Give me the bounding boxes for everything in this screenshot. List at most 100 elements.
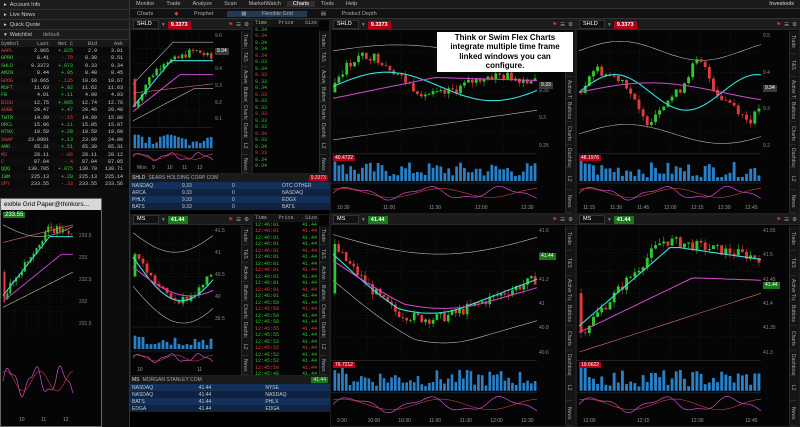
vtab-active-trader[interactable]: Active Trader [790, 77, 796, 100]
floating-chart-window[interactable]: exible Grid Paper@thinkors... 233.55 233.… [0, 198, 102, 427]
style-menu-icon[interactable]: ☰ [784, 216, 790, 223]
style-menu-icon[interactable]: ☰ [784, 21, 790, 28]
level2-row[interactable]: PHLX 9.33 0 EDGX [130, 196, 330, 203]
vtab-active-trader[interactable]: Active Trader [242, 263, 248, 282]
vtab-trade[interactable]: Trade [320, 31, 326, 49]
tas-row[interactable]: 9.34 [253, 33, 319, 40]
vtab-trade[interactable]: Trade [242, 226, 248, 245]
tas-row[interactable]: 12:46:01 41.44 [253, 222, 319, 229]
tas-row[interactable]: 9.33 [253, 59, 319, 66]
vtab-buttons[interactable]: Buttons [320, 282, 326, 301]
vtab-dashboard[interactable]: Dashboard [566, 145, 572, 168]
watchlist-row[interactable]: MSFT 11.63 +.02 11.62 11.63 [0, 84, 129, 91]
style-menu-icon[interactable]: ☰ [236, 216, 242, 223]
time-and-sales-shld[interactable]: Trade T&S Active Trader Buttons Charts Dashbo… [252, 19, 330, 174]
vtab-l2[interactable]: L2 [242, 338, 248, 357]
tas-row[interactable]: 12:45:53 41.44 [253, 339, 319, 346]
watchlist-row[interactable]: FB 4.01 +.11 4.00 4.03 [0, 91, 129, 100]
level2-row[interactable]: BATS 9.33 0 BATS [130, 203, 330, 210]
flag-icon[interactable]: ⚑ [228, 216, 234, 223]
level2-row[interactable]: EDGA 41.44 EDGA [130, 405, 330, 412]
gear-icon[interactable]: ⚙ [792, 216, 797, 223]
vtab-dashboard[interactable]: Dashboard [242, 120, 248, 138]
tas-row[interactable]: 9.34 [253, 157, 319, 164]
gear-icon[interactable]: ⚙ [792, 21, 797, 28]
vtab-trade[interactable]: Trade [242, 31, 248, 49]
vtab-active-trader[interactable]: Active Trader [566, 77, 572, 100]
tas-row[interactable]: 12:46:01 41.44 [253, 248, 319, 255]
vtab-dashboard[interactable]: Dashboard [566, 351, 572, 376]
menu-monitor[interactable]: Monitor [136, 1, 155, 7]
menu-scan[interactable]: Scan [224, 1, 237, 7]
tas-row[interactable]: 9.33 [253, 98, 319, 105]
tas-row[interactable]: 9.33 [253, 111, 319, 118]
vtab-buttons[interactable]: Buttons [790, 301, 796, 326]
watchlist-row[interactable]: SHLD 9.3373 +.073 9.33 9.34 [0, 62, 129, 70]
chevron-down-icon[interactable]: ▾ [608, 21, 611, 28]
chart-canvas[interactable] [577, 226, 789, 427]
menu-charts[interactable]: Charts [286, 1, 316, 7]
vtab-dashboard[interactable]: Dashboard [320, 120, 326, 138]
vtab-news[interactable]: News [790, 401, 796, 426]
watchlist-row[interactable]: AAPL 2.965 +.025 2.9 3.01 [0, 47, 129, 55]
tas-row[interactable]: 9.34 [253, 46, 319, 53]
watchlist-row[interactable]: GOOG 10.665 -.135 10.66 10.67 [0, 76, 129, 85]
vtab-dashboard[interactable]: Dashboard [790, 145, 796, 168]
vtab-news[interactable]: News [242, 155, 248, 173]
vtab-t-s[interactable]: T&S [790, 251, 796, 276]
section-account-info[interactable]: ▸ Account Info [0, 0, 129, 10]
chevron-down-icon[interactable]: ▾ [362, 21, 365, 28]
tas-row[interactable]: 12:46:01 41.44 [253, 241, 319, 248]
tas-row[interactable]: 9.33 [253, 105, 319, 112]
watchlist-row[interactable]: NTNX 19.59 +.28 19.59 19.60 [0, 129, 129, 136]
watchlist-header[interactable]: ▾ Watchlist default [0, 30, 129, 40]
level2-row[interactable]: NASDAQ 41.44 NASDAQ [130, 391, 330, 398]
tas-row[interactable]: 9.33 [253, 79, 319, 86]
vtab-charts[interactable]: Charts [242, 102, 248, 120]
vtab-charts[interactable]: Charts [242, 301, 248, 320]
vtab-trade[interactable]: Trade [566, 226, 572, 251]
vtab-buttons[interactable]: Buttons [566, 301, 572, 326]
tas-row[interactable]: 9.34 [253, 131, 319, 138]
tas-row[interactable]: 9.33 [253, 72, 319, 79]
vtab-news[interactable]: News [242, 356, 248, 375]
floating-chart-svg[interactable] [1, 211, 101, 427]
section-live-news[interactable]: ▸ Live News [0, 10, 129, 20]
tas-row[interactable]: 12:46:01 41.44 [253, 261, 319, 268]
tas-row[interactable]: 12:46:01 41.44 [253, 254, 319, 261]
subtab-product-depth[interactable]: ▤ Product Depth [307, 11, 391, 17]
chart-canvas[interactable] [577, 31, 789, 214]
tas-row[interactable]: 9.34 [253, 66, 319, 73]
level2-row[interactable]: NASDAQ 9.33 0 OTC OTHER [130, 182, 330, 189]
level2-row[interactable]: ARCA 9.33 0 NASDAQ [130, 189, 330, 196]
vtab-dashboard[interactable]: Dashboard [790, 351, 796, 376]
tas-row[interactable]: 12:45:50 41.44 [253, 365, 319, 372]
vtab-l2[interactable]: L2 [566, 376, 572, 401]
gear-icon[interactable]: ⚙ [244, 216, 249, 223]
flag-icon[interactable]: ⚑ [776, 21, 782, 28]
chevron-down-icon[interactable]: ▾ [362, 216, 365, 223]
tas-row[interactable]: 12:46:01 41.44 [253, 267, 319, 274]
floating-window-titlebar[interactable]: exible Grid Paper@thinkors... [1, 199, 101, 210]
chevron-down-icon[interactable]: ▾ [162, 21, 165, 28]
tas-row[interactable]: 12:45:52 41.44 [253, 352, 319, 359]
vtab-l2[interactable]: L2 [320, 338, 326, 357]
vtab-charts[interactable]: Charts [566, 122, 572, 145]
tas-row[interactable]: 9.34 [253, 27, 319, 34]
tas-row[interactable]: 12:46:01 41.44 [253, 293, 319, 300]
tas-row[interactable]: 9.33 [253, 92, 319, 99]
vtab-charts[interactable]: Charts [320, 301, 326, 320]
time-and-sales-ms[interactable]: Trade T&S Active Trader Buttons Charts Dashbo… [252, 214, 330, 376]
vtab-news[interactable]: News [566, 190, 572, 213]
symbol-selector[interactable]: MS [133, 215, 159, 224]
vtab-active-trader[interactable]: Active Trader [566, 276, 572, 301]
vtab-buttons[interactable]: Buttons [242, 84, 248, 102]
vtab-trade[interactable]: Trade [790, 226, 796, 251]
vtab-t-s[interactable]: T&S [242, 245, 248, 264]
menu-tools[interactable]: Tools [321, 1, 334, 7]
vtab-t-s[interactable]: T&S [320, 49, 326, 67]
watchlist-row[interactable]: IWM 225.13 +.29 225.13 225.14 [0, 173, 129, 180]
symbol-selector[interactable]: SHLD [579, 20, 605, 29]
vtab-trade[interactable]: Trade [320, 226, 326, 245]
vtab-l2[interactable]: L2 [242, 138, 248, 156]
